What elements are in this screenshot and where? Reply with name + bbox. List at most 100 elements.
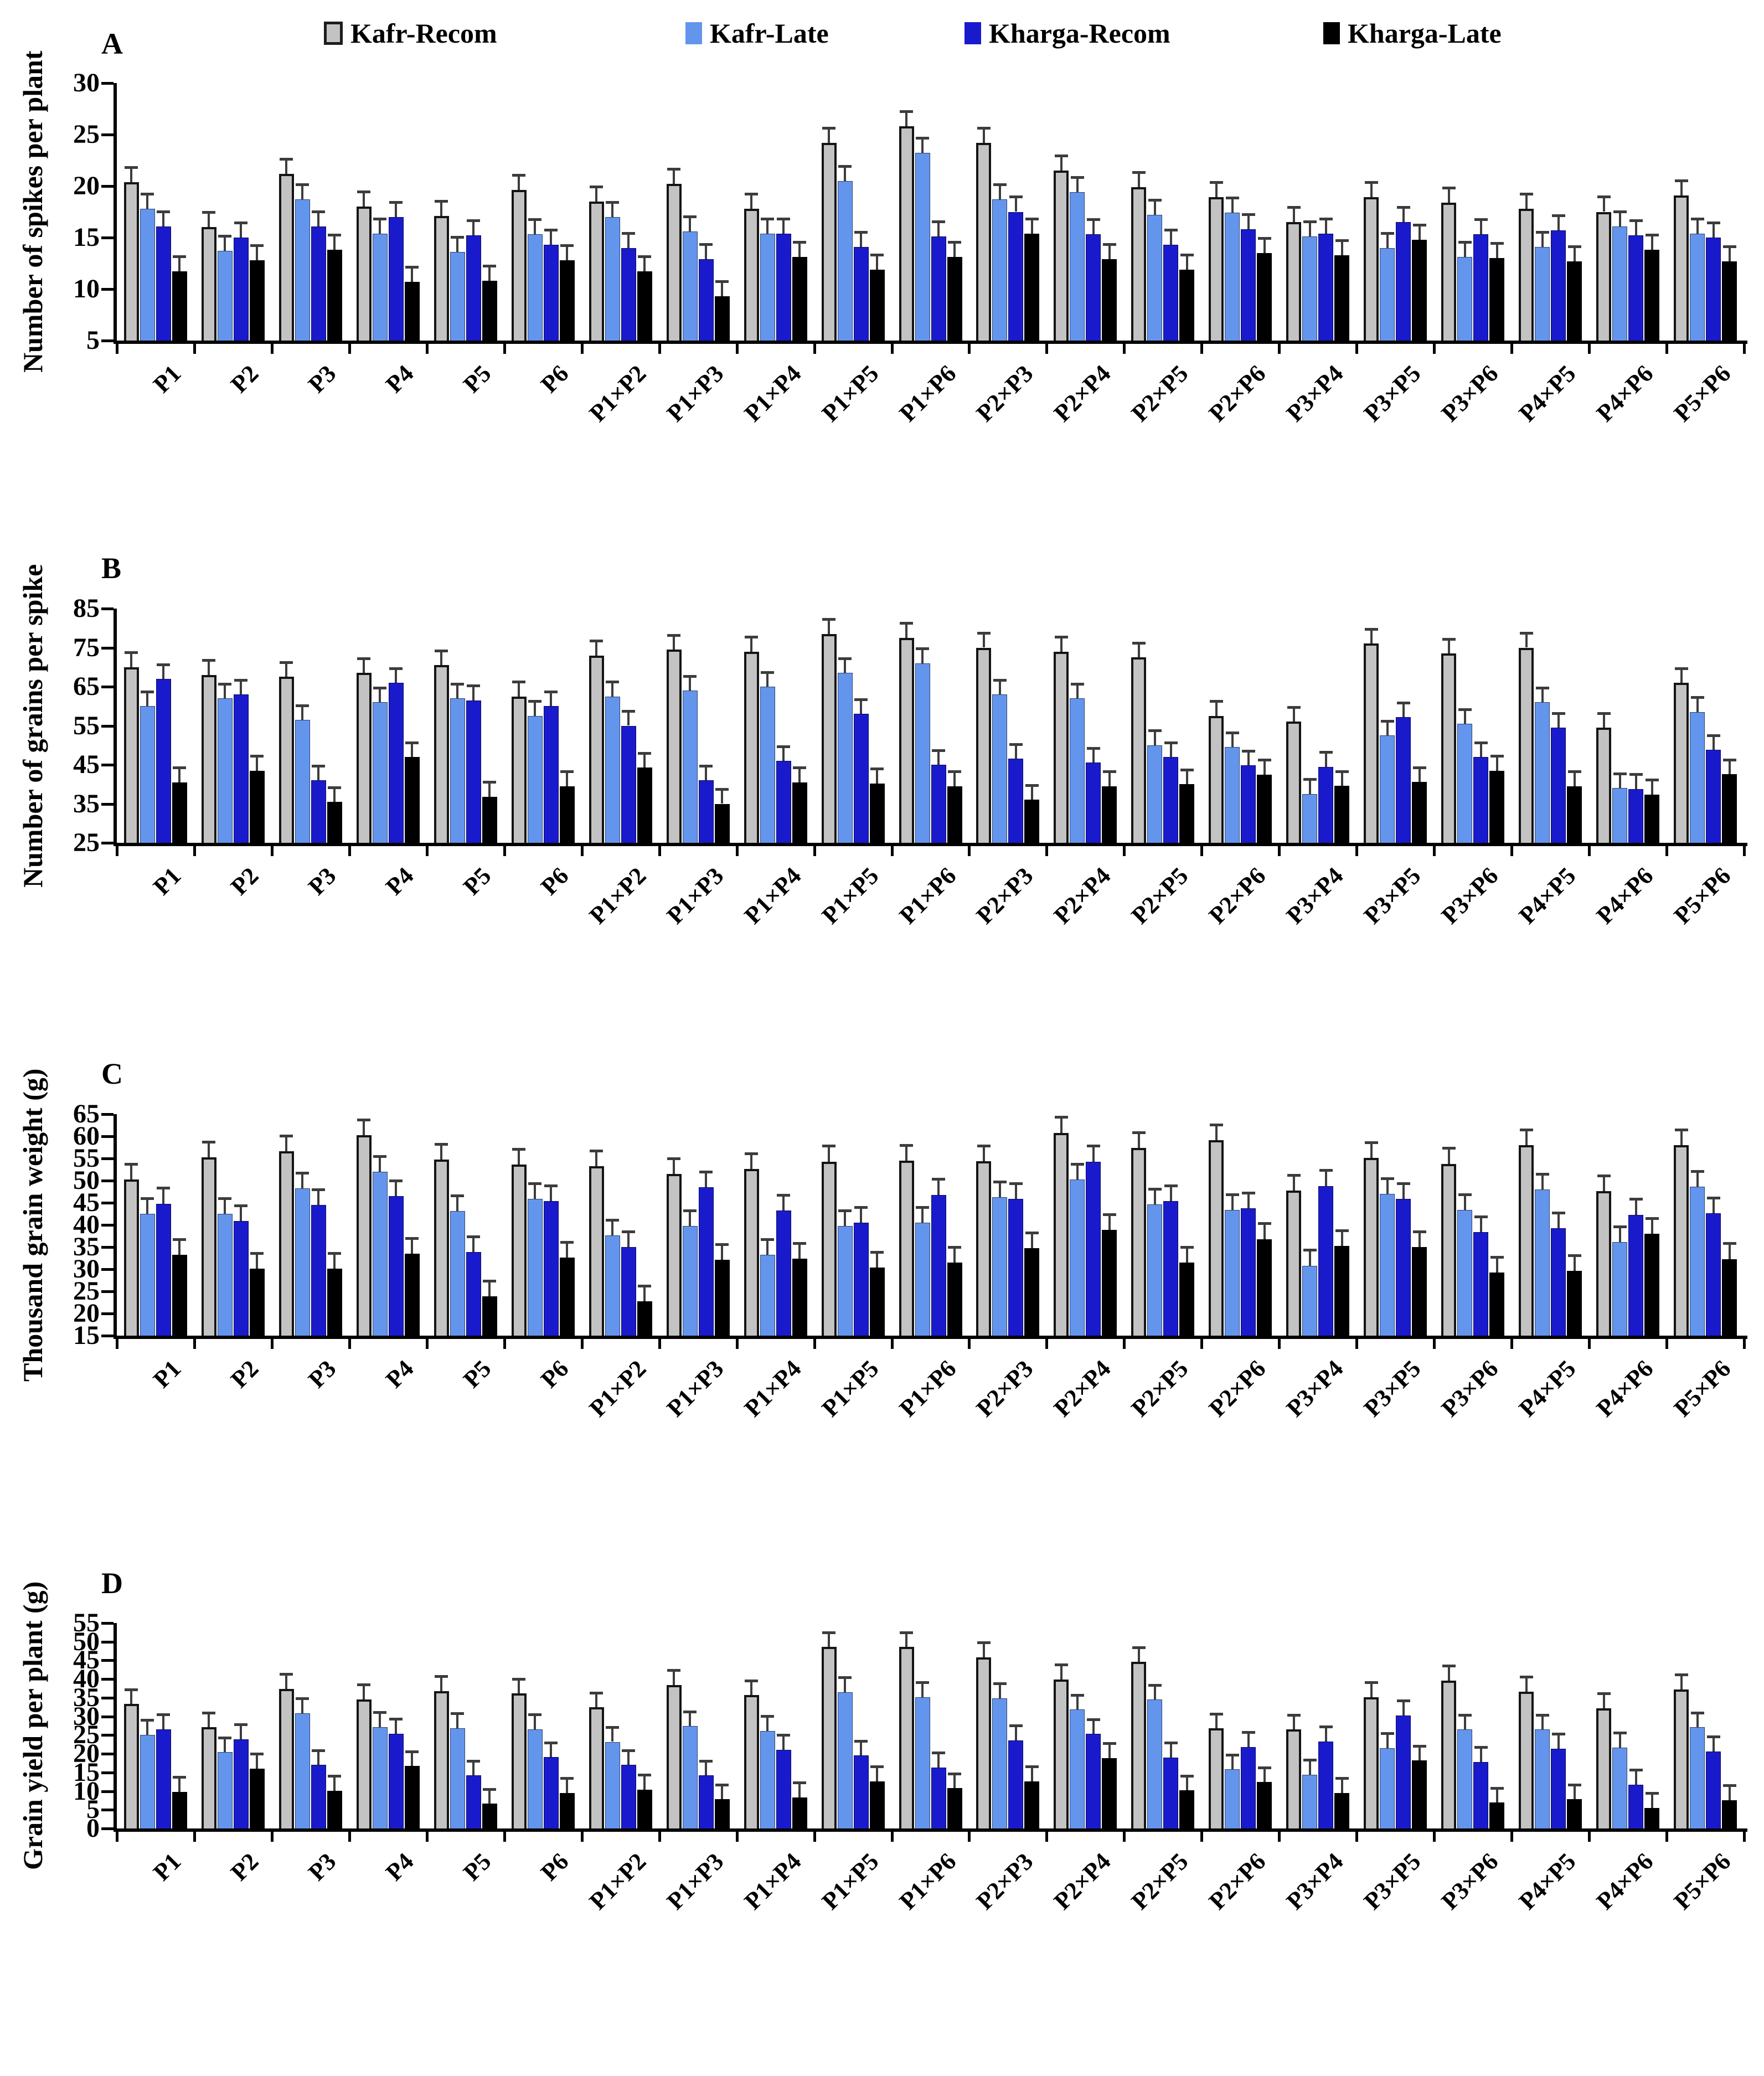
error-bar-cap	[683, 1710, 697, 1713]
y-tick-label: 20	[73, 171, 100, 200]
bar-kafr-recom	[1674, 1689, 1689, 1828]
error-bar-stem	[1153, 200, 1156, 215]
error-bar-stem	[1014, 1726, 1017, 1740]
error-bar-cap	[1257, 236, 1271, 240]
error-bar-stem	[876, 1767, 879, 1781]
y-tick-label: 45	[73, 1645, 100, 1675]
error-bar-stem	[705, 1172, 708, 1187]
error-bar-cap	[1102, 1213, 1116, 1216]
error-bar-stem	[921, 1682, 924, 1697]
bar-kafr-late	[682, 1726, 698, 1828]
x-tick-mark	[1665, 1832, 1669, 1842]
error-bar-cap	[1645, 1792, 1659, 1795]
error-bar-stem	[518, 1150, 520, 1165]
error-bar-cap	[1335, 239, 1349, 242]
bar-kharga-recom	[1396, 1715, 1411, 1828]
y-tick-label: 20	[73, 1739, 100, 1769]
x-tick-mark	[1278, 344, 1281, 354]
error-bar-cap	[141, 1719, 154, 1722]
bar-kafr-recom	[278, 173, 294, 341]
error-bar-cap	[1364, 1141, 1378, 1144]
error-bar-cap	[1629, 773, 1643, 776]
error-bar-stem	[1340, 1779, 1343, 1793]
bar-kafr-recom	[1364, 643, 1379, 843]
error-bar-stem	[1418, 1746, 1421, 1761]
x-tick-mark	[193, 846, 196, 856]
error-bar-stem	[1386, 1734, 1389, 1748]
bar-kafr-recom	[201, 1727, 216, 1828]
error-bar-stem	[162, 1188, 165, 1204]
error-bar-cap	[1380, 1177, 1394, 1180]
y-tick-mark	[101, 288, 114, 291]
bar-kharga-late	[947, 257, 962, 341]
bar-kharga-recom	[1473, 1761, 1489, 1828]
y-tick-label: 25	[73, 1720, 100, 1750]
error-bar-cap	[777, 217, 791, 220]
x-tick-mark	[503, 846, 506, 856]
error-bar-stem	[178, 257, 181, 272]
error-bar-cap	[373, 217, 387, 220]
error-bar-cap	[1396, 1182, 1410, 1185]
error-bar-stem	[285, 1675, 288, 1689]
error-bar-stem	[518, 682, 520, 697]
error-bar-stem	[1557, 215, 1560, 230]
error-bar-stem	[844, 1211, 847, 1227]
bar-kafr-late	[1225, 213, 1240, 341]
error-bar-stem	[395, 1719, 398, 1734]
y-tick-label: 30	[73, 1254, 100, 1284]
error-bar-stem	[488, 1281, 491, 1296]
bar-kharga-late	[1024, 1781, 1040, 1828]
error-bar-cap	[173, 766, 187, 770]
bar-kharga-late	[172, 271, 187, 341]
x-tick-mark	[1123, 1339, 1126, 1349]
error-bar-stem	[1014, 197, 1017, 212]
error-bar-cap	[977, 126, 991, 130]
error-bar-cap	[1180, 768, 1194, 771]
bar-kharga-recom	[1163, 756, 1179, 843]
error-bar-stem	[1541, 688, 1544, 703]
bar-kafr-late	[992, 1197, 1008, 1336]
error-bar-stem	[456, 684, 459, 699]
bar-kafr-recom	[201, 1157, 216, 1336]
y-tick-mark	[101, 1640, 114, 1644]
bar-kharga-recom	[698, 1775, 714, 1828]
bar-kharga-late	[559, 1792, 575, 1828]
bar-kafr-late	[1302, 236, 1318, 341]
legend-label: Kharga-Recom	[989, 18, 1170, 49]
error-bar-cap	[838, 657, 852, 660]
error-bar-stem	[1185, 1247, 1188, 1263]
y-tick-mark	[101, 1622, 114, 1625]
error-bar-cap	[357, 1683, 371, 1686]
error-bar-stem	[611, 1220, 614, 1236]
error-bar-cap	[1629, 219, 1643, 223]
error-bar-cap	[1364, 628, 1378, 631]
error-bar-cap	[1645, 234, 1659, 237]
bar-kafr-late	[1147, 215, 1163, 341]
bar-kafr-late	[1690, 1187, 1705, 1336]
error-bar-stem	[998, 1182, 1001, 1198]
y-tick-label: 30	[73, 68, 100, 97]
error-bar-stem	[905, 1145, 907, 1161]
bar-kafr-late	[605, 217, 620, 341]
error-bar-stem	[566, 1779, 569, 1793]
bar-kharga-recom	[466, 235, 481, 341]
error-bar-cap	[1396, 206, 1410, 209]
error-bar-cap	[715, 1243, 729, 1246]
error-bar-cap	[667, 168, 681, 171]
error-bar-cap	[1442, 637, 1456, 641]
bar-kafr-late	[450, 252, 465, 341]
error-bar-stem	[1308, 222, 1311, 237]
bar-kharga-recom	[698, 1187, 714, 1336]
error-bar-cap	[157, 663, 171, 666]
error-bar-cap	[1364, 181, 1378, 184]
error-bar-cap	[1442, 1147, 1456, 1150]
error-bar-cap	[1380, 719, 1394, 723]
bar-kharga-recom	[233, 1739, 249, 1828]
error-bar-stem	[643, 257, 646, 272]
error-bar-cap	[1319, 751, 1333, 754]
bar-kafr-recom	[356, 1135, 372, 1336]
error-bar-cap	[1164, 741, 1178, 744]
bar-kharga-late	[327, 1269, 342, 1336]
error-bar-cap	[250, 244, 264, 247]
